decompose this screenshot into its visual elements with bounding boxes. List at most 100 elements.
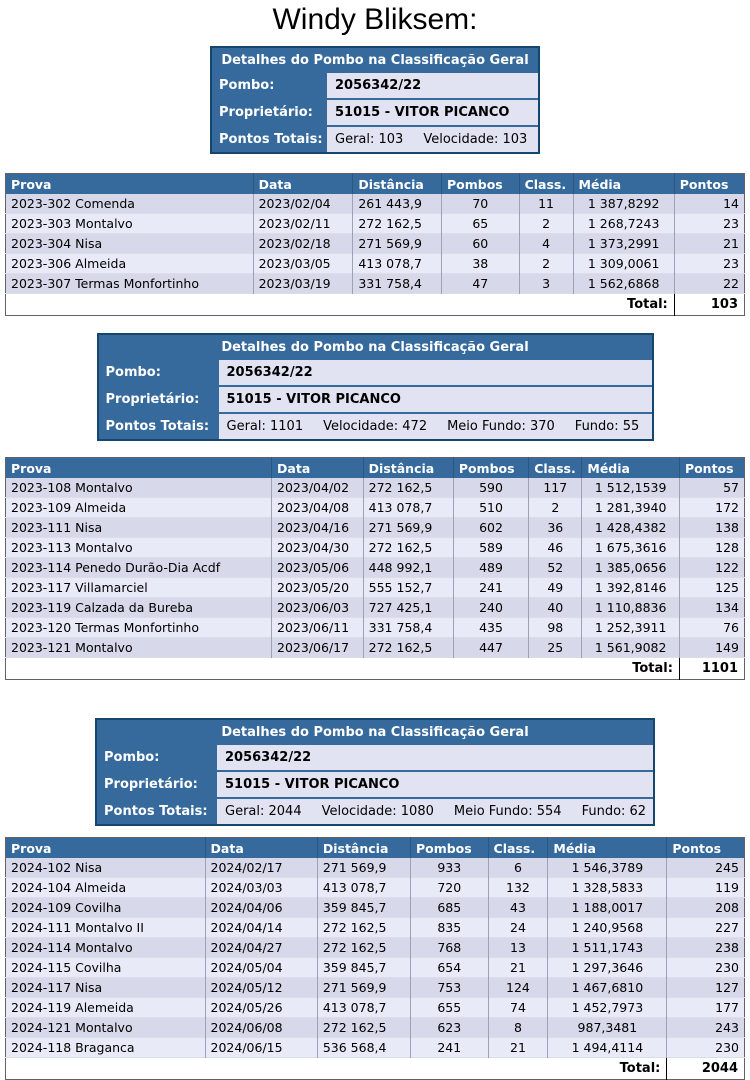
header-pontos: Pontos	[674, 173, 745, 194]
pombo-value: 2056342/22	[327, 73, 538, 98]
cell-class: 36	[528, 517, 583, 538]
cell-distancia: 555 152,7	[363, 577, 454, 598]
header-distancia: Distância	[363, 457, 454, 478]
pigeon-details-card: Detalhes do Pombo na Classificação Geral…	[96, 333, 654, 441]
cell-data: 2023/05/06	[271, 557, 364, 578]
cell-prova: 2024-102 Nisa	[5, 858, 206, 878]
header-distancia: Distância	[352, 173, 442, 194]
pontos-totais-label: Pontos Totais:	[219, 132, 323, 147]
cell-pombos: 38	[441, 253, 520, 274]
points-stat: Meio Fundo: 370	[447, 419, 555, 434]
cell-pontos: 128	[679, 537, 745, 558]
cell-pontos: 134	[679, 597, 745, 618]
cell-distancia: 271 569,9	[363, 517, 454, 538]
cell-pombos: 65	[441, 213, 520, 234]
cell-class: 2	[519, 213, 574, 234]
race-row: 2023-108 Montalvo 2023/04/02 272 162,5 590 1…	[5, 478, 745, 498]
races-table: Prova Data Distância Pombos Class. Média Ponto…	[5, 173, 745, 316]
cell-pontos: 227	[666, 917, 745, 938]
cell-class: 124	[488, 977, 549, 998]
race-row: 2024-109 Covilha 2024/04/06 359 845,7 685 43…	[5, 897, 745, 918]
cell-media: 1 562,6868	[573, 273, 675, 294]
cell-pontos: 119	[666, 877, 745, 898]
cell-distancia: 359 845,7	[317, 957, 411, 978]
cell-class: 43	[488, 897, 549, 918]
cell-class: 132	[488, 877, 549, 898]
cell-prova: 2024-104 Almeida	[5, 877, 206, 898]
cell-distancia: 272 162,5	[317, 1017, 411, 1038]
cell-data: 2023/06/17	[271, 637, 364, 658]
pontos-totais-label: Pontos Totais:	[105, 419, 210, 434]
cell-media: 1 188,0017	[547, 897, 668, 918]
cell-pombos: 654	[410, 957, 489, 978]
cell-pombos: 241	[453, 577, 530, 598]
proprietario-label: Proprietário:	[219, 105, 313, 120]
pombo-value: 2056342/22	[218, 360, 652, 385]
cell-data: 2024/04/27	[205, 937, 318, 958]
cell-prova: 2024-121 Montalvo	[5, 1017, 206, 1038]
pombo-label: Pombo:	[219, 78, 275, 93]
cell-distancia: 448 992,1	[363, 557, 454, 578]
cell-class: 8	[488, 1017, 549, 1038]
cell-media: 1 240,9568	[547, 917, 668, 938]
cell-data: 2023/04/16	[271, 517, 364, 538]
cell-pombos: 240	[453, 597, 530, 618]
cell-media: 1 511,1743	[547, 937, 668, 958]
cell-pontos: 208	[666, 897, 745, 918]
cell-pontos: 230	[666, 957, 745, 978]
pigeon-details-card: Detalhes do Pombo na Classificação Geral…	[210, 46, 540, 154]
cell-data: 2024/05/26	[205, 997, 318, 1018]
proprietario-label: Proprietário:	[104, 777, 198, 792]
cell-data: 2023/04/02	[271, 478, 364, 498]
race-row: 2024-104 Almeida 2024/03/03 413 078,7 720 13…	[5, 877, 745, 898]
race-row: 2023-307 Termas Monfortinho 2023/03/19 331…	[5, 273, 745, 294]
cell-media: 1 452,7973	[547, 997, 668, 1018]
race-row: 2023-121 Montalvo 2023/06/17 272 162,5 447 2…	[5, 637, 745, 658]
race-row: 2023-113 Montalvo 2023/04/30 272 162,5 589 4…	[5, 537, 745, 558]
cell-class: 74	[488, 997, 549, 1018]
sections-container: Detalhes do Pombo na Classificação Geral…	[0, 46, 750, 1080]
points-stat: Velocidade: 472	[323, 419, 428, 434]
cell-pontos: 14	[674, 194, 745, 214]
cell-pontos: 22	[674, 273, 745, 294]
cell-pombos: 60	[441, 233, 520, 254]
cell-media: 1 392,8146	[581, 577, 680, 598]
header-prova: Prova	[5, 457, 273, 478]
cell-class: 6	[488, 858, 549, 878]
pontos-totais-value: Geral: 1101 Velocidade: 472 Meio Fundo: 37…	[218, 414, 652, 439]
race-row: 2024-119 Alemeida 2024/05/26 413 078,7 655 7…	[5, 997, 745, 1018]
pombo-value: 2056342/22	[217, 745, 653, 770]
cell-media: 1 297,3646	[547, 957, 668, 978]
pigeon-section: Detalhes do Pombo na Classificação Geral…	[0, 333, 750, 680]
card-title: Detalhes do Pombo na Classificação Geral	[221, 725, 529, 740]
header-class: Class.	[528, 457, 583, 478]
cell-data: 2024/05/04	[205, 957, 318, 978]
cell-prova: 2023-303 Montalvo	[5, 213, 254, 234]
cell-pontos: 21	[674, 233, 745, 254]
points-stat: Velocidade: 103	[423, 132, 528, 147]
cell-pombos: 435	[453, 617, 530, 638]
pombo-label: Pombo:	[105, 365, 161, 380]
total-value: 103	[673, 293, 745, 316]
pigeon-details-card: Detalhes do Pombo na Classificação Geral…	[95, 718, 655, 826]
cell-distancia: 272 162,5	[363, 637, 454, 658]
table-header-row: Prova Data Distância Pombos Class. Média Ponto…	[5, 837, 745, 858]
cell-pombos: 685	[410, 897, 489, 918]
card-title: Detalhes do Pombo na Classificação Geral	[221, 53, 529, 68]
cell-data: 2023/05/20	[271, 577, 364, 598]
cell-pontos: 125	[679, 577, 745, 598]
cell-pontos: 23	[674, 213, 745, 234]
header-media: Média	[547, 837, 668, 858]
race-row: 2023-109 Almeida 2023/04/08 413 078,7 510 2 1…	[5, 497, 745, 518]
total-label: Total:	[5, 293, 675, 316]
cell-data: 2023/04/08	[271, 497, 364, 518]
cell-class: 11	[519, 194, 574, 214]
race-row: 2024-111 Montalvo II 2024/04/14 272 162,5 8…	[5, 917, 745, 938]
table-header-row: Prova Data Distância Pombos Class. Média Ponto…	[5, 173, 745, 194]
cell-class: 98	[528, 617, 583, 638]
header-pontos: Pontos	[666, 837, 745, 858]
cell-pombos: 623	[410, 1017, 489, 1038]
cell-pontos: 138	[679, 517, 745, 538]
cell-distancia: 271 569,9	[317, 858, 411, 878]
cell-distancia: 271 569,9	[352, 233, 442, 254]
